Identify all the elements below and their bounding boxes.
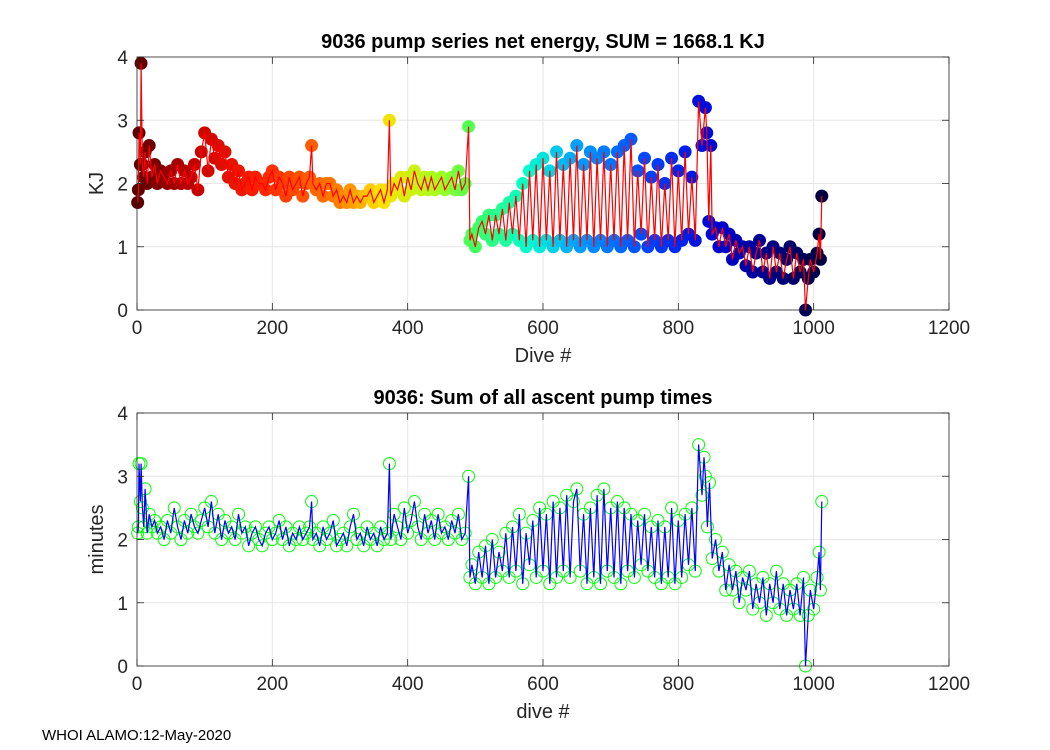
x-tick-label: 200 <box>256 318 288 339</box>
data-point <box>225 520 239 534</box>
data-point <box>709 533 723 546</box>
data-point <box>167 501 181 515</box>
x-tick-label: 1000 <box>793 318 835 339</box>
data-point <box>347 507 361 521</box>
y-tick-label: 1 <box>117 238 128 259</box>
data-point <box>289 533 303 546</box>
y-tick-label: 2 <box>117 531 128 552</box>
data-point <box>265 533 279 546</box>
data-point <box>296 533 310 546</box>
data-point <box>411 520 425 534</box>
data-point <box>678 145 692 159</box>
data-point <box>204 495 218 509</box>
x-tick-label: 600 <box>527 318 559 339</box>
y-tick-label: 4 <box>117 48 128 69</box>
data-point <box>391 520 405 534</box>
data-point <box>807 602 821 616</box>
data-point <box>248 520 262 534</box>
x-tick-label: 800 <box>662 318 694 339</box>
x-tick-label: 400 <box>392 674 424 695</box>
data-point <box>326 514 340 528</box>
data-point <box>462 120 476 134</box>
data-point <box>255 539 269 553</box>
data-point <box>550 145 564 159</box>
y-axis-label: KJ <box>86 172 108 195</box>
data-point <box>712 564 726 578</box>
data-point <box>465 558 479 572</box>
y-tick-label: 0 <box>117 657 128 678</box>
x-tick-label: 1200 <box>928 674 970 695</box>
footer-timestamp: WHOI ALAMO:12-May-2020 <box>42 727 232 744</box>
y-tick-label: 3 <box>117 111 128 132</box>
data-point <box>191 526 205 540</box>
chart-1: 0 200 400 600 800 1000 1200 0 1 2 3 4 9036 pump seri… <box>86 31 970 367</box>
data-point <box>597 145 611 159</box>
x-axis-label: dive # <box>516 701 570 723</box>
y-tick-label: 1 <box>117 594 128 615</box>
data-point <box>160 514 174 528</box>
data-point <box>330 539 344 553</box>
x-axis-label: Dive # <box>515 345 573 367</box>
y-axis-label: minutes <box>86 504 108 574</box>
chart-title: 9036: Sum of all ascent pump times <box>374 387 713 409</box>
data-point <box>242 539 256 553</box>
data-point <box>688 233 702 247</box>
x-tick-label: 400 <box>392 318 424 339</box>
x-tick-label: 800 <box>662 674 694 695</box>
data-point <box>407 495 421 509</box>
data-point <box>340 539 354 553</box>
y-tick-label: 0 <box>117 301 128 322</box>
data-point <box>382 113 396 127</box>
data-point <box>451 507 465 521</box>
y-tick-label: 3 <box>117 467 128 488</box>
x-tick-label: 1200 <box>928 318 970 339</box>
x-tick-label: 200 <box>256 674 288 695</box>
data-point <box>184 507 198 521</box>
x-tick-label: 0 <box>132 674 143 695</box>
data-point <box>732 596 746 610</box>
series-line <box>137 444 823 667</box>
series-line <box>137 63 823 311</box>
x-tick-label: 600 <box>527 674 559 695</box>
data-point <box>739 583 753 597</box>
y-tick-label: 4 <box>117 404 128 425</box>
data-point <box>431 507 445 521</box>
chart-2: 0 200 400 600 800 1000 1200 0 1 2 3 4 9036: Sum of a… <box>86 387 970 723</box>
data-point <box>343 520 357 534</box>
x-tick-label: 0 <box>132 318 143 339</box>
y-tick-label: 2 <box>117 175 128 196</box>
data-point <box>397 501 411 515</box>
data-point <box>232 507 245 521</box>
chart-title: 9036 pump series net energy, SUM = 1668.… <box>321 31 765 53</box>
x-tick-label: 1000 <box>793 674 835 695</box>
data-point <box>455 533 469 546</box>
data-point <box>323 526 337 540</box>
